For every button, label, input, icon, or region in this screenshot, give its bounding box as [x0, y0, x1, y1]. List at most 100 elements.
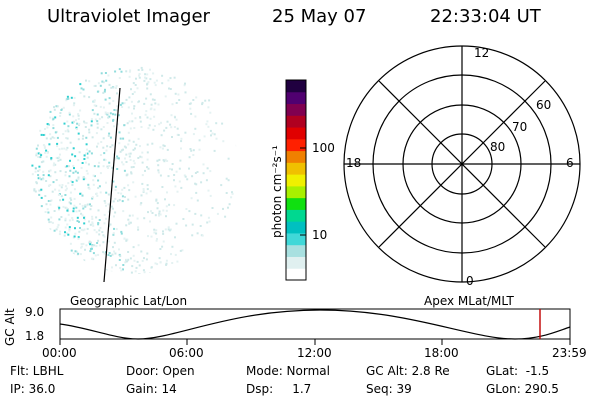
uv-pixel [49, 137, 52, 140]
uv-pixel [55, 105, 58, 108]
uv-pixel [33, 189, 36, 192]
uv-pixel [89, 208, 92, 211]
info-dsp: Dsp: 1.7 [246, 382, 312, 396]
uv-pixel [92, 252, 95, 255]
uv-pixel [127, 218, 130, 221]
uv-pixel [194, 172, 197, 174]
uv-pixel [120, 269, 123, 272]
uv-pixel [97, 165, 100, 168]
uv-pixel [184, 91, 187, 94]
uv-pixel [150, 210, 152, 213]
uv-pixel [58, 206, 61, 209]
uv-pixel [128, 96, 131, 99]
uv-pixel [93, 175, 96, 178]
uv-pixel [54, 171, 57, 174]
timeline-y-tick: 9.0 [25, 305, 45, 319]
uv-pixel [47, 211, 50, 214]
uv-pixel [96, 126, 99, 129]
uv-pixel [222, 207, 224, 210]
uv-pixel [62, 133, 65, 135]
uv-pixel [125, 174, 128, 177]
uv-pixel [118, 259, 121, 261]
uv-pixel [128, 222, 131, 225]
uv-pixel [80, 212, 83, 215]
uv-pixel [125, 259, 128, 261]
color-bar-frame [285, 79, 307, 281]
uv-pixel [53, 162, 56, 165]
timeline-right-title: Apex MLat/MLT [424, 294, 514, 308]
uv-pixel [101, 231, 104, 234]
uv-pixel [201, 101, 204, 104]
uv-pixel [108, 252, 111, 254]
uv-pixel [93, 104, 96, 107]
uv-pixel [96, 122, 99, 125]
uv-pixel [68, 219, 71, 222]
uv-pixel [127, 131, 130, 134]
uv-pixel [180, 186, 183, 189]
uv-pixel [196, 199, 199, 202]
uv-pixel [199, 225, 202, 227]
uv-pixel [138, 264, 141, 267]
uv-pixel [57, 159, 60, 162]
uv-pixel [110, 86, 113, 89]
uv-pixel [98, 229, 101, 232]
uv-pixel [104, 98, 107, 101]
info-ip: IP: 36.0 [10, 382, 56, 396]
uv-pixel [109, 146, 112, 148]
uv-pixel [127, 198, 130, 201]
uv-pixel [105, 79, 108, 82]
uv-pixel [99, 154, 102, 156]
uv-pixel [215, 137, 218, 140]
uv-pixel [156, 263, 159, 266]
uv-pixel [69, 141, 72, 144]
timeline-x-tick: 12:00 [297, 346, 332, 360]
uv-pixel [155, 229, 158, 232]
uv-pixel [153, 231, 156, 234]
uv-pixel [48, 170, 51, 173]
uv-pixel [81, 137, 84, 140]
uv-pixel [146, 184, 149, 187]
uv-pixel [92, 224, 95, 227]
uv-pixel [170, 114, 173, 117]
uv-pixel [107, 254, 110, 256]
uv-pixel [90, 118, 93, 121]
uv-pixel [171, 163, 174, 165]
uv-pixel [34, 170, 37, 173]
uv-pixel [89, 223, 92, 226]
uv-pixel [130, 172, 133, 175]
uv-pixel [136, 87, 139, 90]
uv-pixel [72, 252, 75, 255]
uv-pixel [183, 84, 186, 87]
uv-pixel [93, 165, 96, 168]
uv-pixel [202, 172, 205, 175]
uv-pixel [181, 249, 184, 252]
uv-pixel [133, 127, 136, 129]
info-mode: Mode: Normal [246, 364, 330, 378]
uv-pixel [167, 79, 170, 82]
uv-pixel [138, 74, 140, 77]
uv-pixel [89, 203, 91, 206]
uv-pixel [169, 88, 172, 90]
uv-pixel [201, 103, 204, 106]
uv-pixel [44, 128, 46, 130]
uv-pixel [205, 179, 208, 182]
uv-pixel [182, 218, 185, 220]
uv-pixel [171, 262, 174, 264]
uv-pixel [46, 126, 49, 129]
uv-pixel [128, 152, 131, 155]
uv-pixel [155, 199, 158, 202]
uv-pixel [59, 158, 62, 161]
uv-pixel [125, 260, 128, 263]
uv-pixel [73, 102, 76, 105]
uv-pixel [118, 198, 121, 201]
uv-pixel [174, 92, 177, 95]
uv-pixel [121, 200, 124, 203]
timeline-x-tick: 06:00 [169, 346, 204, 360]
uv-image [31, 66, 238, 283]
uv-pixel [83, 120, 85, 123]
uv-pixel [112, 100, 115, 102]
uv-pixel [120, 149, 123, 152]
uv-pixel [188, 156, 191, 159]
color-bar-segment [286, 256, 306, 269]
uv-pixel [142, 188, 145, 190]
